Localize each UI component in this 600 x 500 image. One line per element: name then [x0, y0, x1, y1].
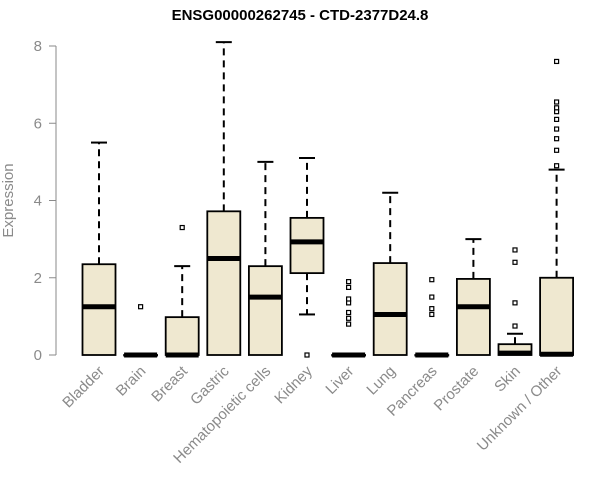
x-tick-label: Bladder: [59, 363, 108, 412]
outlier-point: [346, 296, 352, 302]
outlier-point: [553, 147, 560, 153]
y-tick-label: 4: [34, 193, 42, 210]
outlier-point: [553, 58, 560, 65]
outlier-point: [553, 136, 560, 142]
box-lung: [372, 262, 408, 356]
outlier-point: [304, 352, 310, 358]
box-hematopoietic-cells: [247, 265, 283, 356]
x-tick-label: Kidney: [271, 362, 316, 407]
outlier-point: [429, 277, 435, 283]
box-kidney: [289, 216, 325, 275]
outlier-point: [429, 294, 435, 300]
outlier-point: [429, 311, 435, 318]
y-tick-label: 0: [34, 347, 42, 364]
box-unknown-other: [539, 276, 574, 356]
outlier-point: [429, 306, 435, 312]
box-bladder: [81, 263, 117, 356]
x-tick-label: Prostate: [431, 363, 483, 415]
outlier-point: [346, 321, 352, 327]
outlier-point: [553, 163, 560, 169]
box-gastric: [206, 210, 242, 356]
x-tick-label: Liver: [322, 363, 357, 398]
outlier-point: [138, 304, 144, 310]
box-prostate: [455, 278, 491, 356]
outlier-point: [346, 284, 352, 291]
outlier-point: [179, 224, 185, 231]
outlier-point: [346, 309, 352, 316]
box-breast: [164, 316, 200, 356]
y-tick-label: 6: [34, 115, 42, 132]
outlier-point: [512, 323, 518, 329]
outlier-point: [512, 300, 518, 306]
y-axis-title: Expression: [0, 163, 17, 237]
outlier-point: [346, 315, 352, 321]
outlier-point: [512, 259, 518, 265]
outlier-point: [553, 99, 560, 105]
x-tick-label: Lung: [363, 363, 399, 399]
y-tick-label: 2: [34, 270, 42, 287]
y-tick-label: 8: [34, 38, 42, 55]
outlier-point: [512, 247, 518, 253]
x-tick-label: Breast: [148, 362, 191, 405]
x-tick-label: Brain: [113, 363, 150, 400]
outlier-point: [553, 126, 560, 132]
x-tick-label: Skin: [491, 363, 524, 396]
outlier-point: [346, 279, 352, 285]
outlier-point: [553, 105, 560, 111]
outlier-point: [553, 116, 560, 122]
chart-title: ENSG00000262745 - CTD-2377D24.8: [171, 7, 429, 24]
